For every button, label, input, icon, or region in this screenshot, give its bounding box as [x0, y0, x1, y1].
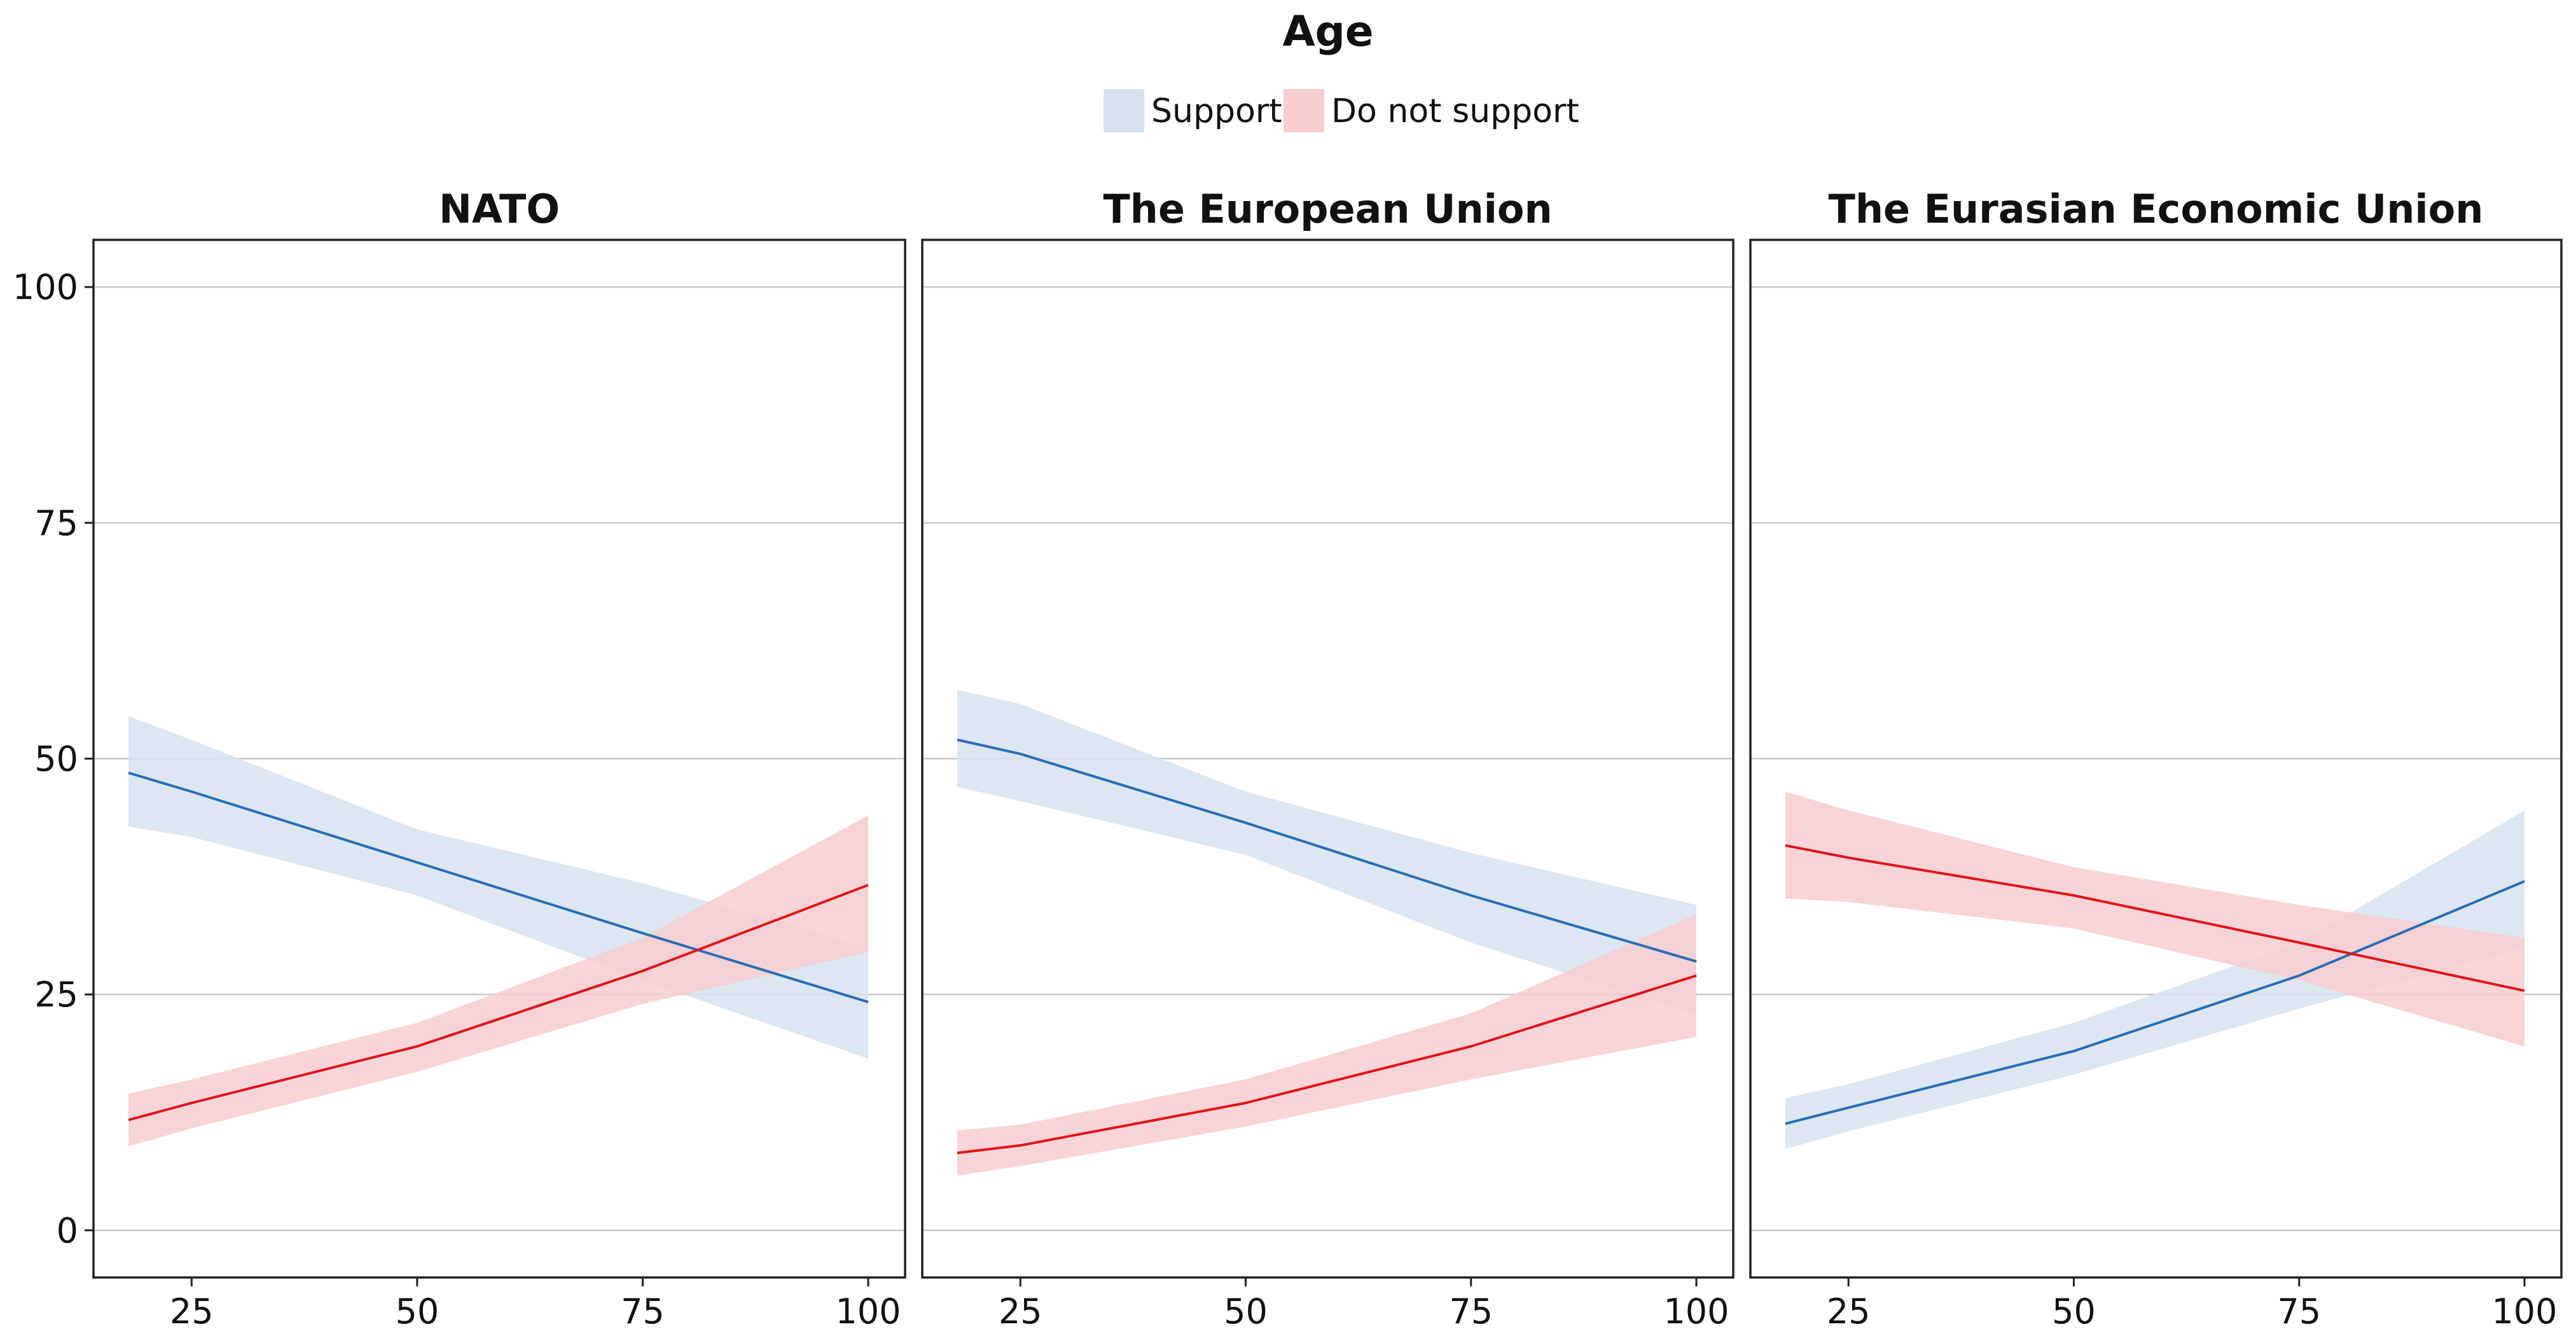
legend-label-support: Support: [1151, 92, 1282, 130]
y-tick-label: 25: [34, 975, 78, 1015]
x-tick-label: 25: [999, 1291, 1042, 1332]
panel-frame: [1749, 239, 2563, 1279]
x-tick-label: 75: [1449, 1291, 1493, 1332]
y-tick-label: 0: [57, 1211, 78, 1251]
legend: Support Do not support: [1104, 89, 1579, 132]
x-tick-label: 75: [2277, 1291, 2321, 1332]
panel-3: The Eurasian Economic Union 25 50 75 100: [1749, 186, 2563, 1332]
panel-1: NATO 25 50 75 100 0 25 50 75 100: [13, 186, 906, 1332]
ci-band-oppose: [128, 815, 868, 1146]
panel-frame: [921, 239, 1735, 1279]
y-tick-label: 75: [34, 503, 78, 543]
x-tick-label: 100: [835, 1291, 901, 1332]
series-line-support: [1785, 880, 2525, 1125]
ci-band-oppose: [957, 914, 1696, 1176]
ci-band-oppose: [1785, 791, 2524, 1047]
x-tick-label: 25: [170, 1291, 214, 1332]
series-line-support: [128, 771, 869, 1003]
y-tick-label: 50: [34, 739, 78, 779]
y-tick-label: 100: [13, 267, 78, 307]
ci-band-support: [957, 690, 1696, 1015]
x-tick-label: 100: [2491, 1291, 2557, 1332]
ci-band-support: [1785, 811, 2524, 1150]
x-tick-label: 50: [395, 1291, 439, 1332]
series-line-oppose: [1785, 844, 2525, 992]
legend-label-oppose: Do not support: [1331, 92, 1579, 130]
panel-title: The European Union: [1103, 186, 1552, 232]
series-line-oppose: [957, 974, 1697, 1155]
figure-title: Age: [1282, 7, 1373, 56]
x-tick-label: 75: [621, 1291, 665, 1332]
panel-title: NATO: [439, 186, 560, 232]
panel-title: The Eurasian Economic Union: [1829, 186, 2484, 232]
panel-2: The European Union 25 50 75 100: [921, 186, 1735, 1332]
x-tick-label: 50: [2052, 1291, 2096, 1332]
series-line-oppose: [128, 884, 869, 1122]
legend-swatch-oppose: [1284, 89, 1324, 132]
x-tick-label: 50: [1224, 1291, 1268, 1332]
series-line-support: [957, 738, 1697, 963]
x-tick-label: 25: [1827, 1291, 1871, 1332]
legend-swatch-support: [1104, 89, 1144, 132]
x-tick-label: 100: [1663, 1291, 1729, 1332]
